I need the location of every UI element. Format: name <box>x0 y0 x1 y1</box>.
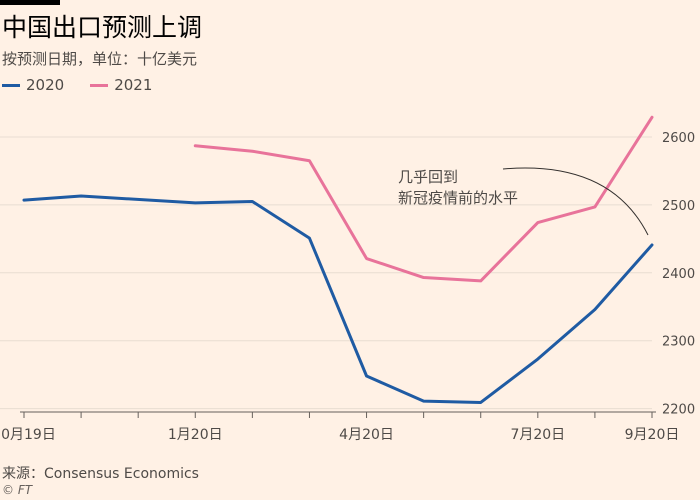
annotation-line-1: 几乎回到 <box>398 168 458 186</box>
chart-title: 中国出口预测上调 <box>2 13 203 42</box>
legend-swatch-2020 <box>2 83 20 87</box>
y-tick-label-2500: 2500 <box>662 199 695 214</box>
source-note: 来源：Consensus Economics <box>2 466 199 482</box>
ft-credit: © FT <box>2 483 33 497</box>
x-tick-label-0: 10月19日 <box>0 427 56 443</box>
y-tick-label-2200: 2200 <box>662 403 695 418</box>
x-tick-label-3: 1月20日 <box>168 427 223 443</box>
series-line-2021 <box>193 115 654 283</box>
legend-swatch-2021 <box>90 83 109 87</box>
series-line-2020 <box>22 194 654 404</box>
annotation-pointer <box>502 167 649 236</box>
chart-subtitle: 按预测日期，单位：十亿美元 <box>2 50 198 68</box>
legend-item-2021: 2021 <box>90 76 152 94</box>
y-tick-label-2600: 2600 <box>662 131 695 146</box>
legend: 2020 2021 <box>2 76 152 94</box>
ft-brand-bar <box>0 0 60 5</box>
x-tick-label-9: 7月20日 <box>510 427 565 443</box>
y-tick-label-2300: 2300 <box>662 335 695 350</box>
legend-label-2021: 2021 <box>114 76 153 94</box>
y-tick-label-2400: 2400 <box>662 267 695 282</box>
x-tick-label-11: 9月20日 <box>625 427 680 443</box>
legend-label-2020: 2020 <box>26 76 65 94</box>
legend-item-2020: 2020 <box>2 76 64 94</box>
x-tick-label-6: 4月20日 <box>339 427 394 443</box>
annotation-line-2: 新冠疫情前的水平 <box>398 189 518 207</box>
